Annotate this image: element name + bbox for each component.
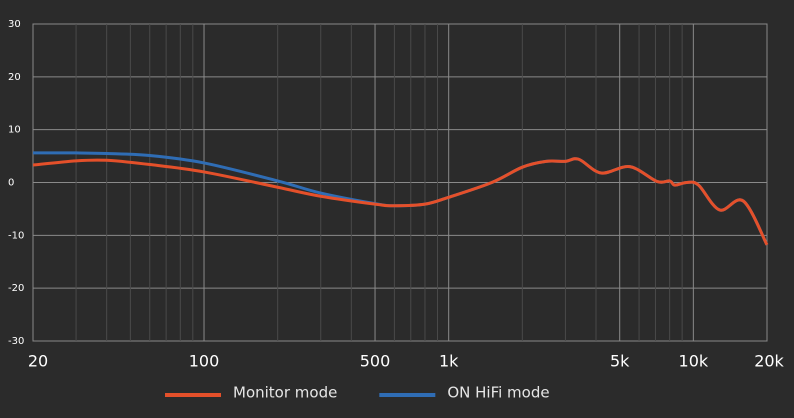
lines [32, 151, 769, 246]
line [32, 157, 769, 246]
x-tick-label: 100 [189, 352, 220, 371]
y-tick-label: -20 [8, 283, 24, 294]
y-tick-label: 30 [8, 19, 21, 30]
y-tick-label: -10 [8, 230, 24, 241]
legend-label: Monitor mode [233, 384, 337, 402]
y-tick-label: 20 [8, 72, 21, 83]
x-tick-label: 20 [28, 352, 48, 371]
y-tick-label: -30 [8, 336, 24, 347]
y-tick-label: 0 [8, 178, 14, 189]
x-tick-label: 5k [610, 352, 630, 371]
legend-label: ON HiFi mode [447, 384, 549, 402]
y-tick-label: 10 [8, 125, 21, 136]
x-tick-label: 500 [360, 352, 391, 371]
labels: -30 -20 -10 0 10 20 30 20 100 500 1k 5k 10k 20k Monito… [8, 19, 785, 402]
x-tick-label: 1k [439, 352, 459, 371]
x-tick-label: 10k [679, 352, 709, 371]
x-tick-label: 20k [754, 352, 784, 371]
